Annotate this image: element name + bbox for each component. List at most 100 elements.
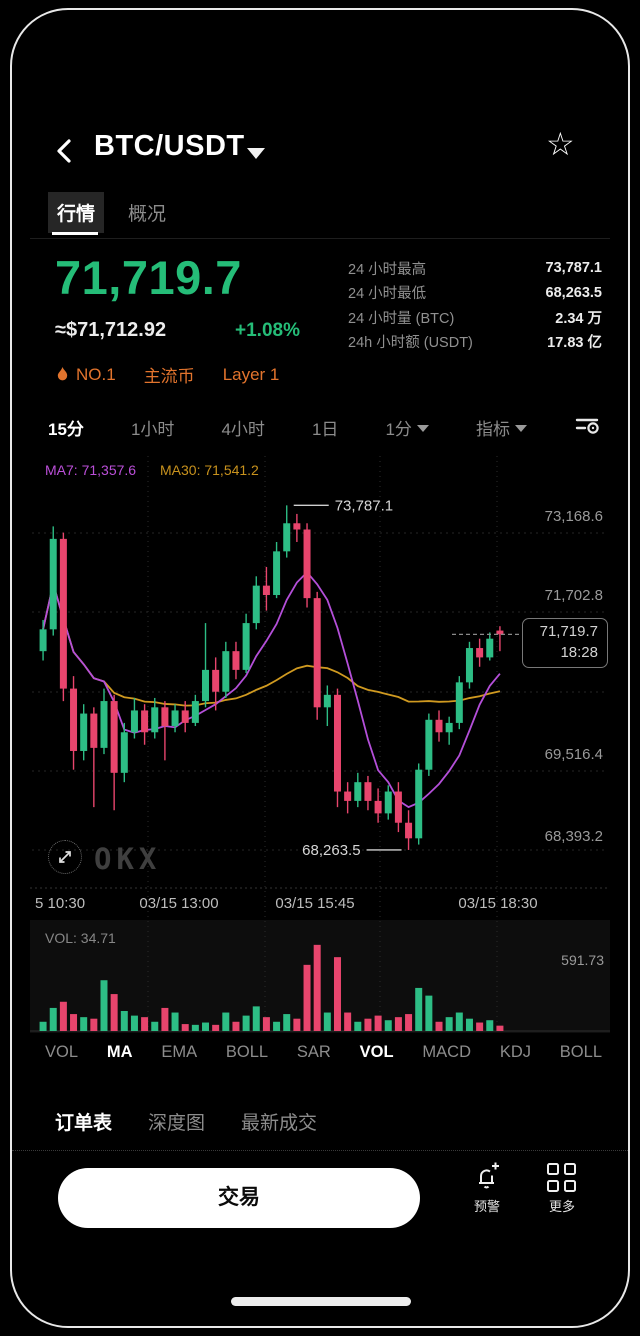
timeframe-1d[interactable]: 1日 [311, 420, 339, 439]
candle-body [39, 629, 47, 652]
pair-dropdown-icon[interactable] [247, 148, 265, 159]
indicator-tab-kdj[interactable]: KDJ [499, 1043, 531, 1061]
tab-market[interactable]: 行情 [48, 192, 105, 233]
stat-value: 2.34 万 [555, 310, 602, 327]
change-percent: +1.08% [235, 320, 300, 341]
expand-arrows-icon [59, 851, 71, 863]
volume-bar [445, 1017, 453, 1031]
indicator-tab-ma[interactable]: MA [106, 1043, 133, 1061]
chevron-down-icon [416, 425, 429, 432]
candle-body [252, 585, 260, 624]
candle-body [151, 707, 159, 733]
pair-title[interactable]: BTC/USDT [94, 130, 245, 162]
tab-order-book[interactable]: 订单表 [55, 1113, 113, 1134]
ma7-label: MA7: 71,357.6 [45, 462, 137, 478]
indicator-tab-ema[interactable]: EMA [161, 1043, 198, 1061]
alert-label: 预警 [473, 1199, 500, 1214]
candle-body [171, 710, 179, 727]
candlestick-chart[interactable]: 73,787.1 68,263.5 [0, 450, 640, 1040]
fiat-price: ≈$71,712.92 [55, 319, 167, 341]
layer1-badge[interactable]: Layer 1 [222, 364, 280, 384]
indicator-tab-boll1[interactable]: BOLL [225, 1043, 269, 1061]
candle-body [120, 732, 128, 773]
timeframe-15m[interactable]: 15分 [48, 420, 84, 439]
volume-bar [496, 1025, 504, 1031]
chart-settings-button[interactable] [574, 415, 600, 440]
timeframe-4h[interactable]: 4小时 [221, 420, 265, 439]
candle-body [70, 688, 78, 751]
indicator-tab-vol1[interactable]: VOL [45, 1043, 79, 1061]
candle-body [110, 701, 118, 773]
timeframe-1h[interactable]: 1小时 [130, 420, 175, 439]
stat-label: 24 小时最高 [348, 261, 427, 278]
volume-bar [100, 980, 108, 1031]
more-tool[interactable]: 更多 [534, 1162, 590, 1215]
x-axis-label: 03/15 15:45 [275, 895, 355, 912]
ma30-line [42, 583, 501, 707]
tab-depth-chart[interactable]: 深度图 [148, 1113, 206, 1134]
volume-bar [191, 1024, 199, 1031]
alert-tool[interactable]: 预警 [459, 1162, 515, 1215]
tab-latest-trades[interactable]: 最新成交 [241, 1113, 318, 1134]
volume-bar [80, 1017, 88, 1031]
timeframe-1m-dropdown[interactable]: 1分 [385, 415, 429, 440]
bottom-divider [12, 1150, 628, 1151]
back-button[interactable] [52, 138, 78, 164]
candle-body [374, 800, 382, 814]
rank-badge[interactable]: NO.1 [55, 365, 116, 385]
stat-value: 68,263.5 [545, 284, 602, 301]
candle-body [191, 701, 199, 723]
volume-bar [374, 1015, 382, 1031]
stat-label: 24 小时最低 [348, 286, 427, 303]
indicator-tab-sar[interactable]: SAR [296, 1043, 331, 1061]
indicator-dropdown[interactable]: 指标 [476, 415, 527, 440]
volume-bar [161, 1007, 169, 1031]
volume-bar [313, 944, 321, 1031]
candle-body [394, 791, 402, 823]
volume-bar [70, 1014, 78, 1031]
candle-body [293, 523, 301, 530]
indicator-tab-boll2[interactable]: BOLL [559, 1043, 602, 1061]
more-label: 更多 [548, 1199, 575, 1214]
indicator-tab-vol2[interactable]: VOL [359, 1043, 394, 1061]
candle-body [405, 822, 413, 839]
last-price-tag: 71,719.7 18:28 [522, 618, 608, 668]
volume-bar [120, 1011, 128, 1031]
chart-area[interactable]: 73,787.1 68,263.5 MA7: 71,357.6 MA30: 71,… [0, 450, 640, 1040]
favorite-star-icon[interactable]: ☆ [546, 126, 575, 162]
fullscreen-button[interactable] [48, 840, 82, 874]
stat-row-low: 24 小时最低 68,263.5 [348, 281, 602, 306]
volume-bar [455, 1012, 463, 1031]
volume-bar [476, 1022, 484, 1031]
volume-bar [252, 1006, 260, 1031]
candle-body [100, 701, 108, 748]
indicator-tab-macd[interactable]: MACD [422, 1043, 471, 1061]
candle-body [323, 694, 331, 708]
x-axis-label: 03/15 18:30 [458, 895, 538, 912]
volume-bar [293, 1018, 301, 1031]
candle-body [445, 722, 453, 733]
tab-overview[interactable]: 概况 [128, 204, 167, 225]
rank-badge-label: NO.1 [76, 364, 116, 384]
candle-body [232, 651, 240, 670]
low-annotation: 68,263.5 [302, 842, 360, 859]
x-axis-label: 03/15 13:00 [139, 895, 219, 912]
candle-body [181, 710, 189, 723]
stat-row-high: 24 小时最高 73,787.1 [348, 256, 602, 281]
candle-body [333, 694, 341, 792]
volume-bar [354, 1021, 362, 1031]
home-indicator[interactable] [231, 1297, 411, 1306]
candle-body [415, 769, 423, 839]
candle-body [222, 651, 230, 692]
trade-button[interactable]: 交易 [58, 1168, 420, 1228]
volume-bar [486, 1020, 494, 1031]
y-axis-label: 71,702.8 [544, 587, 603, 604]
candle-body [283, 523, 291, 552]
volume-bar [384, 1020, 392, 1031]
volume-bar [181, 1024, 189, 1031]
last-price: 71,719.7 [55, 251, 242, 304]
volume-bar [141, 1017, 149, 1031]
mainstream-badge[interactable]: 主流币 [143, 367, 195, 386]
candle-body [273, 551, 281, 596]
